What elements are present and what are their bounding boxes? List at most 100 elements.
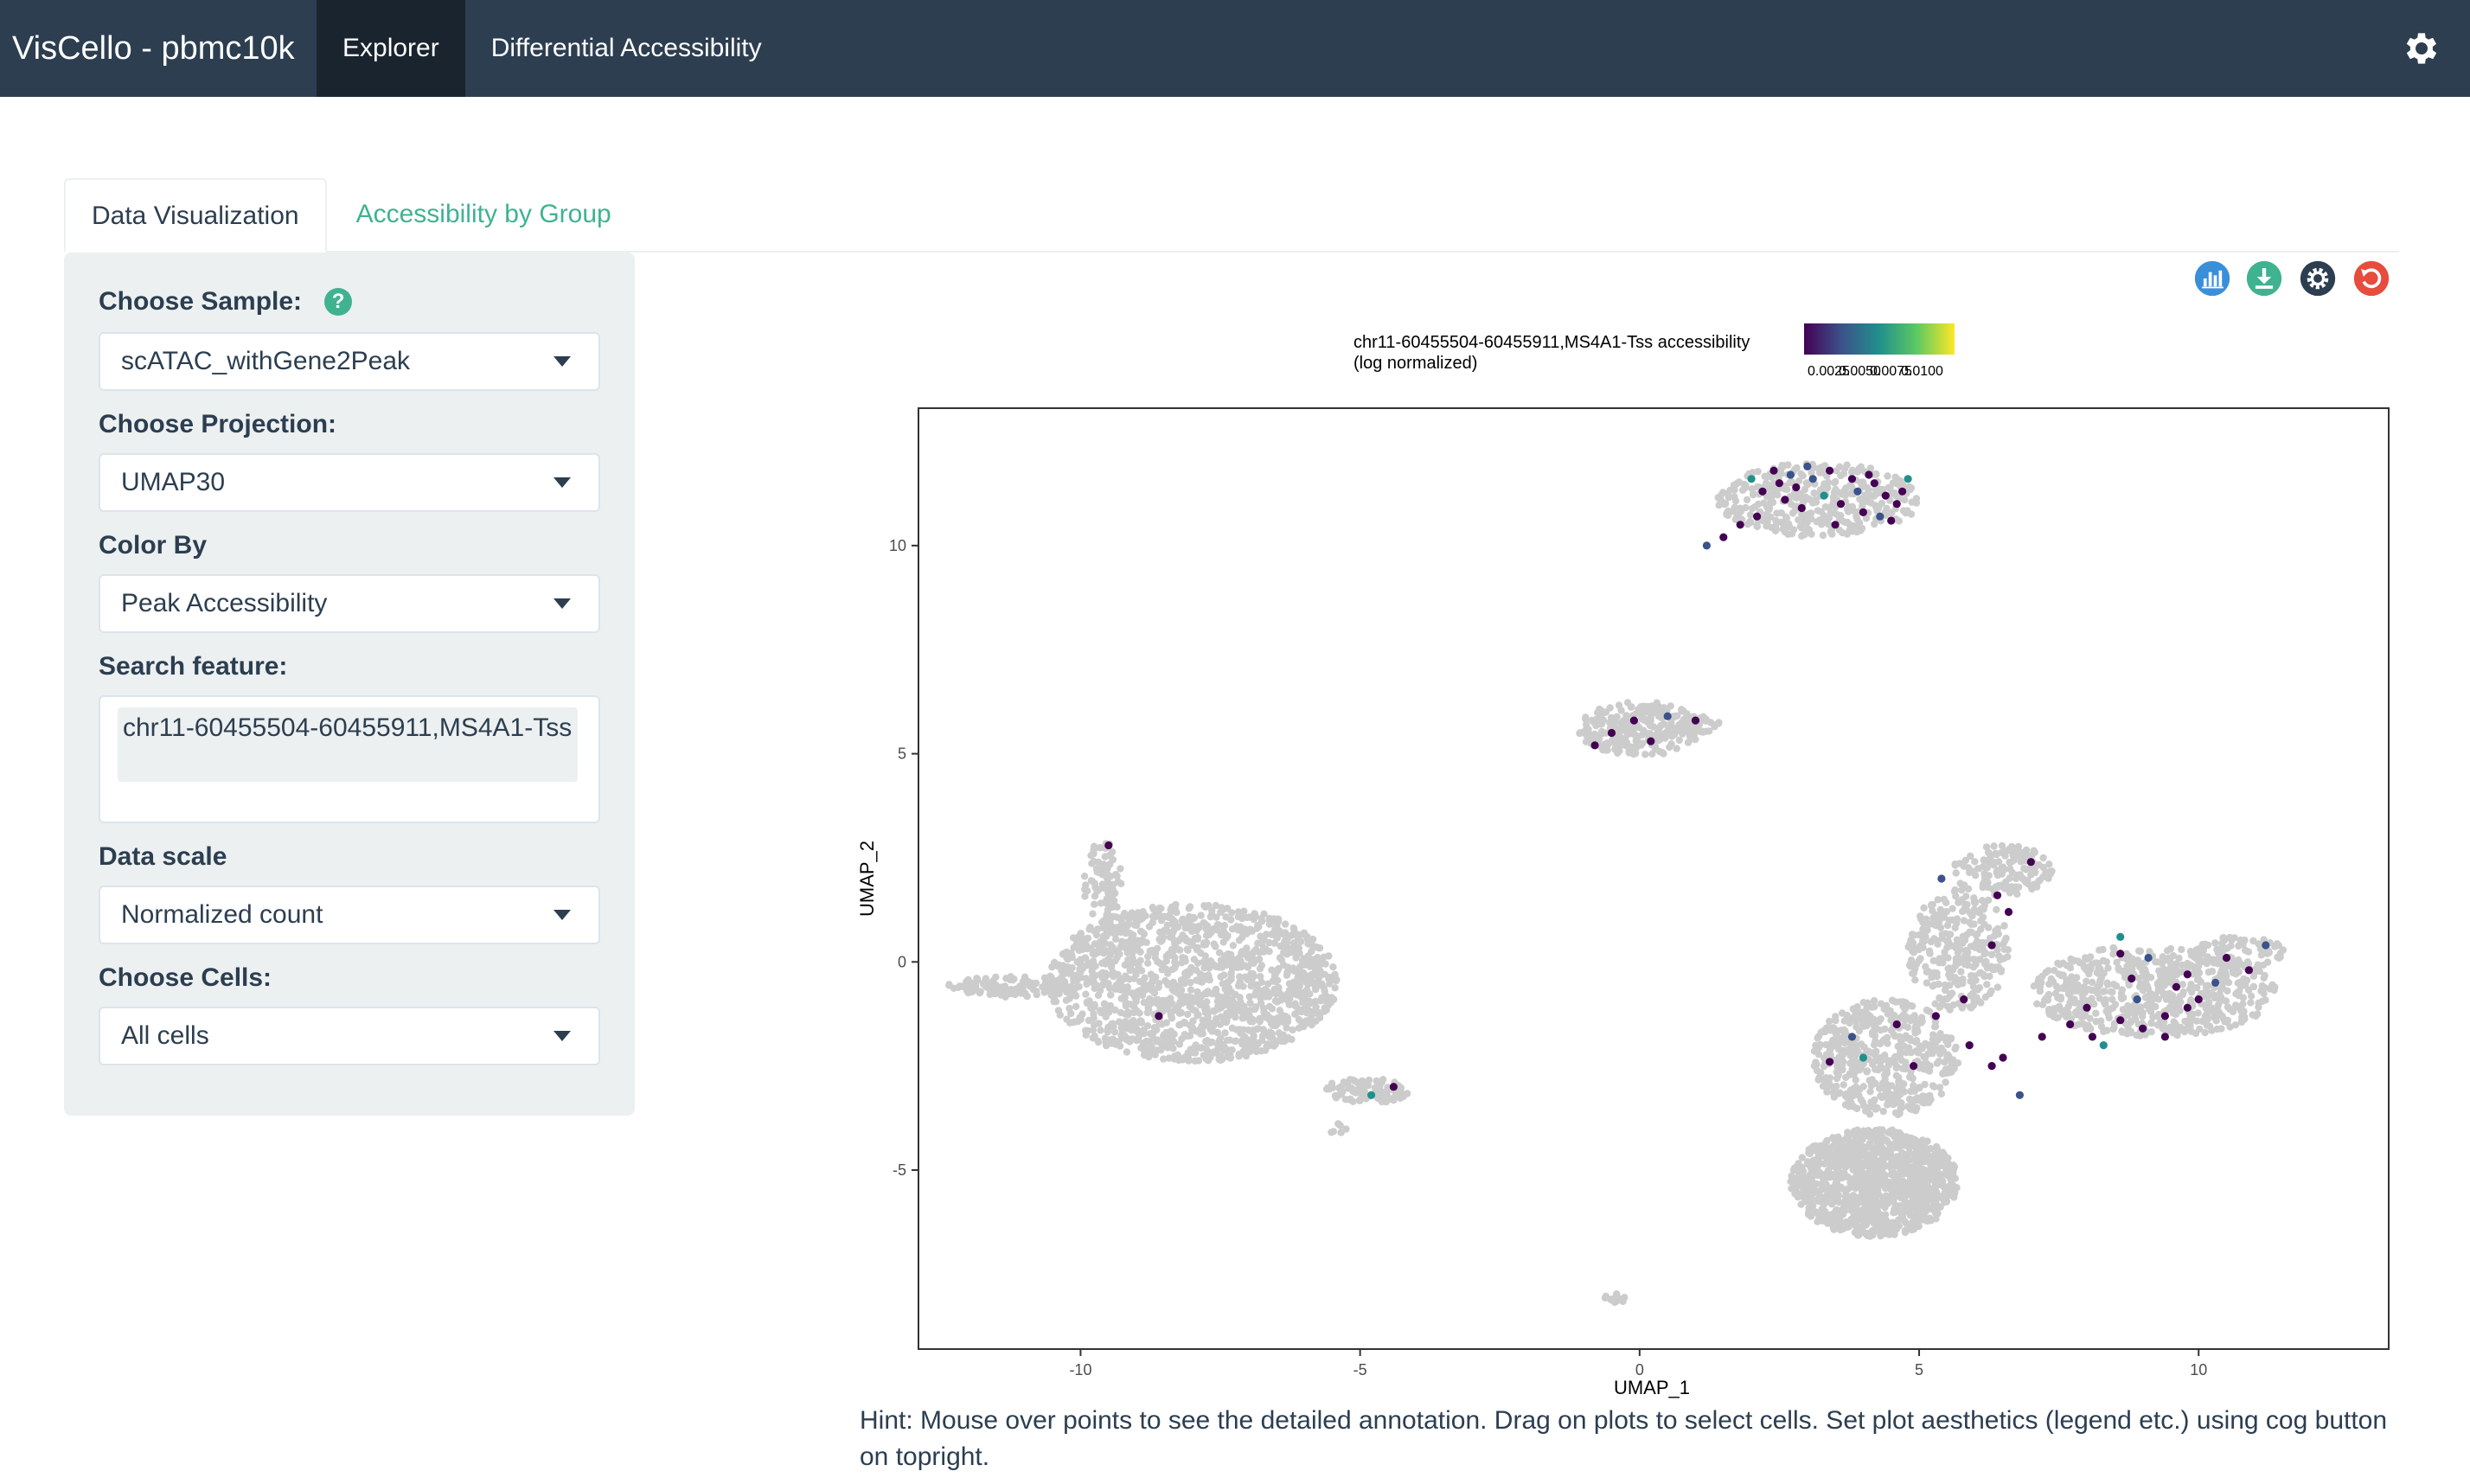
cell-point [1894, 1052, 1903, 1061]
brand-title[interactable]: VisCello - pbmc10k [12, 30, 295, 67]
cell-point [2092, 1009, 2100, 1017]
cell-point [1916, 1139, 1925, 1147]
cell-point [1832, 1187, 1840, 1195]
cell-point [1189, 1017, 1197, 1025]
cell-point [1889, 479, 1897, 487]
cell-point [2031, 848, 2038, 856]
cell-point [1854, 521, 1862, 528]
cell-point [1944, 1051, 1952, 1059]
download-icon[interactable] [2245, 259, 2283, 297]
cell-point [1163, 921, 1171, 930]
cell-point [2017, 848, 2025, 856]
cell-point [1168, 1014, 1176, 1022]
cell-point [1895, 1098, 1904, 1106]
cell-point [1178, 959, 1186, 967]
cell-point [1998, 841, 2006, 850]
cell-point [1168, 933, 1176, 942]
cell-point [1149, 972, 1157, 981]
cell-point [1392, 1090, 1399, 1097]
cell-point [2152, 958, 2160, 966]
cell-point [1846, 526, 1853, 534]
cell-point [1671, 731, 1679, 739]
cell-point [1612, 742, 1620, 751]
cell-point [1881, 1184, 1890, 1193]
reset-icon[interactable] [2352, 259, 2390, 297]
umap-scatter-plot[interactable]: chr11-60455504-60455911,MS4A1-Tss access… [830, 311, 2404, 1401]
cell-point [1684, 739, 1693, 746]
cell-point [1870, 1015, 1878, 1023]
cell-point [1846, 481, 1854, 489]
projection-select[interactable]: UMAP30 [99, 453, 600, 512]
cell-point [1289, 1026, 1296, 1034]
nav-explorer[interactable]: Explorer [317, 0, 465, 97]
cell-point [1129, 1018, 1137, 1026]
tab-accessibility-by-group[interactable]: Accessibility by Group [355, 200, 611, 228]
cell-point [1325, 975, 1333, 983]
cell-point [1896, 1110, 1904, 1117]
cell-point [1828, 1162, 1836, 1170]
bar-chart-icon[interactable] [2193, 259, 2231, 297]
cell-point [1094, 1038, 1103, 1046]
cell-point [1382, 1091, 1390, 1098]
cell-point [1285, 980, 1294, 988]
gear-icon[interactable] [2399, 28, 2441, 69]
cell-point [1839, 1065, 1846, 1073]
cell-point [1124, 915, 1133, 923]
cell-point [1851, 1129, 1859, 1136]
cell-point [1146, 1030, 1155, 1038]
cell-point [1117, 917, 1125, 924]
tab-data-visualization[interactable]: Data Visualization [64, 178, 327, 253]
cell-point [1111, 982, 1120, 990]
cell-point [1220, 1046, 1228, 1054]
cell-point [1908, 498, 1916, 506]
cell-point [1200, 1016, 1208, 1025]
cell-point [1280, 1037, 1289, 1046]
cell-point [1256, 964, 1264, 973]
settings-icon[interactable] [2299, 259, 2337, 297]
cell-point [1868, 1031, 1877, 1039]
cell-point [1179, 931, 1187, 939]
cell-point [1731, 497, 1740, 505]
cell-point [1181, 916, 1189, 924]
cell-point [1174, 1051, 1181, 1059]
cell-point [2022, 866, 2030, 873]
nav-differential-accessibility[interactable]: Differential Accessibility [490, 34, 762, 62]
selected-feature-chip[interactable]: chr11-60455504-60455911,MS4A1-Tss [118, 707, 578, 782]
cell-point [2025, 880, 2032, 888]
cell-point [1853, 1104, 1861, 1113]
cell-point [1197, 912, 1205, 919]
cell-point [1217, 973, 1225, 981]
cell-point [1083, 962, 1091, 969]
sample-select[interactable]: scATAC_withGene2Peak [99, 332, 600, 391]
data-scale-select[interactable]: Normalized count [99, 886, 600, 944]
cell-point [1250, 972, 1257, 980]
cell-point [1185, 1057, 1193, 1065]
cell-point [1919, 918, 1927, 926]
cell-point [1667, 702, 1674, 710]
cell-point [1960, 862, 1968, 870]
cell-point [1817, 1186, 1826, 1193]
cell-point [1152, 999, 1161, 1007]
search-feature-input[interactable]: chr11-60455504-60455911,MS4A1-Tss [99, 695, 600, 823]
cell-point [1269, 1021, 1277, 1029]
color-by-select[interactable]: Peak Accessibility [99, 574, 600, 633]
choose-cells-select[interactable]: All cells [99, 1007, 600, 1065]
cell-point [1948, 1174, 1956, 1181]
cell-point [1868, 1227, 1876, 1235]
cell-point [1661, 729, 1670, 737]
cell-point [2170, 1018, 2178, 1026]
cell-point [1888, 1185, 1897, 1193]
cell-point [1169, 1045, 1177, 1052]
cell-point [1655, 725, 1663, 732]
cell-point [1104, 1006, 1112, 1014]
cell-point [1808, 515, 1815, 523]
cell-point [1095, 1020, 1103, 1027]
cell-point [1277, 956, 1286, 964]
cell-point [1241, 1007, 1249, 1014]
caret-down-icon [554, 910, 571, 920]
cell-point [1826, 1046, 1834, 1054]
cell-point [1962, 931, 1971, 939]
help-icon[interactable]: ? [324, 288, 353, 316]
cell-point [2243, 976, 2251, 984]
cell-point [1245, 993, 1254, 1001]
